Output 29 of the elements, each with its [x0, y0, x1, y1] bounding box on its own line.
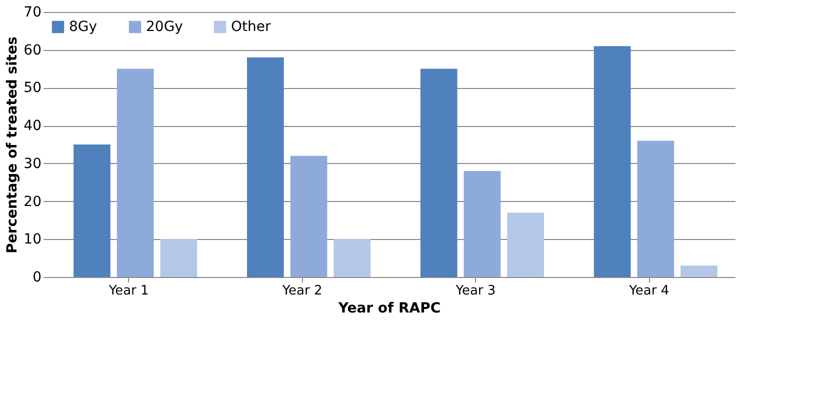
y-axis-title: Percentage of treated sites — [4, 36, 21, 254]
bar — [290, 156, 328, 277]
y-tick-label: 40 — [24, 118, 42, 134]
bar — [507, 212, 544, 277]
bar — [680, 266, 718, 277]
legend-label: Other — [231, 19, 271, 35]
bar — [464, 171, 501, 277]
bar — [420, 68, 458, 277]
bar — [637, 140, 674, 277]
bar — [334, 239, 371, 277]
legend-label: 8Gy — [69, 19, 98, 35]
bar — [116, 68, 154, 277]
x-tick-label: Year 3 — [454, 284, 496, 298]
y-tick-label: 50 — [24, 80, 42, 96]
x-tick-label: Year 1 — [108, 284, 149, 298]
y-tick-label: 0 — [32, 270, 42, 286]
bar — [594, 46, 631, 277]
x-tick-label: Year 4 — [628, 284, 670, 298]
legend-label: 20Gy — [146, 19, 183, 35]
x-axis-title: Year of RAPC — [337, 300, 441, 316]
x-tick-label: Year 2 — [281, 284, 322, 298]
bar — [247, 57, 284, 277]
y-tick-label: 20 — [24, 194, 42, 210]
bar — [74, 144, 110, 277]
y-tick-label: 10 — [24, 232, 42, 248]
bar — [160, 239, 198, 277]
y-tick-label: 70 — [24, 4, 42, 20]
y-tick-label: 30 — [24, 156, 42, 172]
y-tick-label: 60 — [24, 42, 42, 58]
